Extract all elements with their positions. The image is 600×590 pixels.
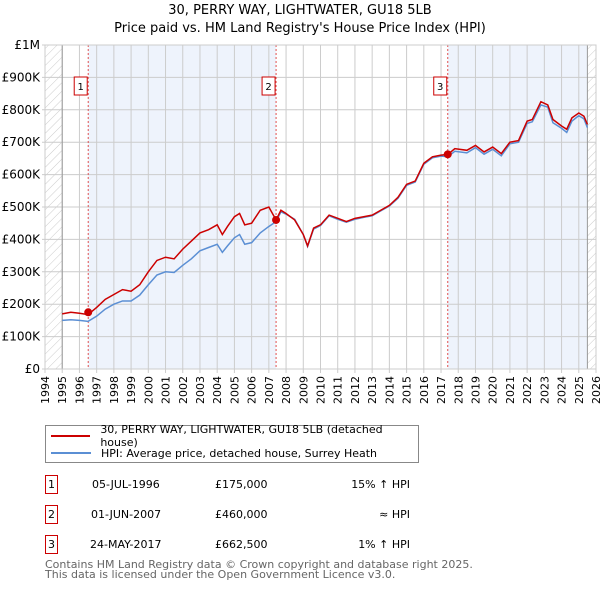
x-tick-label: 2014	[383, 376, 396, 404]
x-tick-label: 2018	[452, 376, 465, 404]
y-tick-label: £400K	[2, 232, 42, 246]
plot-border	[44, 44, 597, 370]
x-tick-label: 2009	[297, 376, 310, 404]
x-tick-label: 1995	[56, 376, 69, 404]
x-tick-label: 2025	[573, 376, 586, 404]
chart-subtitle: Price paid vs. HM Land Registry's House …	[114, 21, 486, 36]
x-tick-label: 1994	[39, 376, 52, 404]
price-chart: 1994 1995 1996 1997 1998 1999 2000 2001 2002 2003…	[2, 38, 600, 404]
sale-point	[272, 215, 281, 224]
x-tick-label: 2012	[349, 376, 362, 404]
legend-hpi: HPI: Average price, detached house, Surr…	[101, 446, 378, 460]
x-tick-label: 2003	[194, 376, 207, 404]
x-tick-label: 2020	[487, 376, 500, 404]
x-tick-label: 2000	[142, 376, 155, 404]
x-tick-label: 2002	[177, 376, 190, 404]
y-tick-label: £700K	[2, 135, 42, 149]
x-tick-label: 1999	[125, 376, 138, 404]
transaction-hpi-diff: 1% ↑ HPI	[358, 538, 410, 551]
x-tick-label: 2001	[160, 376, 173, 404]
x-tick-label: 2007	[263, 376, 276, 404]
y-tick-label: £900K	[2, 70, 42, 84]
transaction-date: 24-MAY-2017	[90, 538, 162, 551]
transaction-row: 1 05-JUL-1996 £175,000 15% ↑ HPI	[45, 475, 425, 495]
x-tick-label: 2021	[504, 376, 517, 404]
transaction-date: 01-JUN-2007	[91, 508, 162, 521]
footer-licence: This data is licensed under the Open Gov…	[45, 568, 396, 581]
marker-badge: 3	[45, 535, 58, 554]
x-tick-label: 2022	[521, 376, 534, 404]
sale-label: 2	[265, 82, 271, 93]
x-tick-label: 2013	[366, 376, 379, 404]
x-tick-label: 2015	[401, 376, 414, 404]
sale-label: 1	[78, 82, 84, 93]
x-tick-label: 2017	[435, 376, 448, 404]
x-tick-label: 1996	[73, 376, 86, 404]
y-tick-label: £1M	[14, 38, 40, 52]
footer: Contains HM Land Registry data © Crown c…	[45, 558, 473, 581]
x-tick-label: 2008	[280, 376, 293, 404]
y-tick-label: £100K	[2, 330, 42, 344]
legend: 30, PERRY WAY, LIGHTWATER, GU18 5LB (det…	[45, 423, 419, 463]
transaction-price: £460,000	[215, 508, 268, 521]
transaction-price: £175,000	[215, 478, 268, 491]
x-tick-label: 1997	[91, 376, 104, 404]
legend-swatch-hpi	[51, 452, 91, 454]
y-tick-label: £0	[25, 362, 40, 376]
footer-copyright: Contains HM Land Registry data © Crown c…	[45, 558, 473, 571]
transaction-date: 05-JUL-1996	[92, 478, 160, 491]
legend-swatch-property	[51, 435, 91, 437]
sale-point	[443, 150, 452, 159]
marker-badge: 2	[45, 505, 58, 524]
legend-property: 30, PERRY WAY, LIGHTWATER, GU18 5LB (det…	[100, 423, 383, 449]
x-tick-label: 2016	[418, 376, 431, 404]
x-tick-label: 2010	[315, 376, 328, 404]
transaction-price: £662,500	[215, 538, 268, 551]
y-tick-label: £500K	[2, 200, 42, 214]
sale-label: 3	[437, 82, 443, 93]
x-tick-label: 2026	[590, 376, 600, 404]
y-tick-label: £600K	[2, 168, 42, 182]
x-tick-label: 2019	[469, 376, 482, 404]
x-tick-label: 2024	[556, 376, 569, 404]
transaction-hpi-diff: ≈ HPI	[379, 508, 410, 521]
sale-label-box	[73, 76, 88, 96]
x-tick-label: 2011	[332, 376, 345, 404]
y-tick-label: £800K	[2, 103, 42, 117]
y-tick-label: £200K	[2, 297, 42, 311]
transaction-row: 3 24-MAY-2017 £662,500 1% ↑ HPI	[45, 535, 425, 555]
marker-badge: 1	[45, 475, 58, 494]
sale-label-box	[261, 76, 276, 96]
x-tick-label: 2023	[538, 376, 551, 404]
sale-label-box	[433, 76, 448, 96]
y-tick-label: £300K	[2, 265, 42, 279]
x-tick-label: 1998	[108, 376, 121, 404]
transaction-row: 2 01-JUN-2007 £460,000 ≈ HPI	[45, 505, 425, 525]
sale-point	[84, 308, 93, 317]
transaction-hpi-diff: 15% ↑ HPI	[351, 478, 410, 491]
x-tick-label: 2004	[211, 376, 224, 404]
series-line-property	[62, 100, 589, 316]
chart-title: 30, PERRY WAY, LIGHTWATER, GU18 5LB	[168, 3, 432, 18]
x-tick-label: 2006	[246, 376, 259, 404]
x-tick-label: 2005	[228, 376, 241, 404]
